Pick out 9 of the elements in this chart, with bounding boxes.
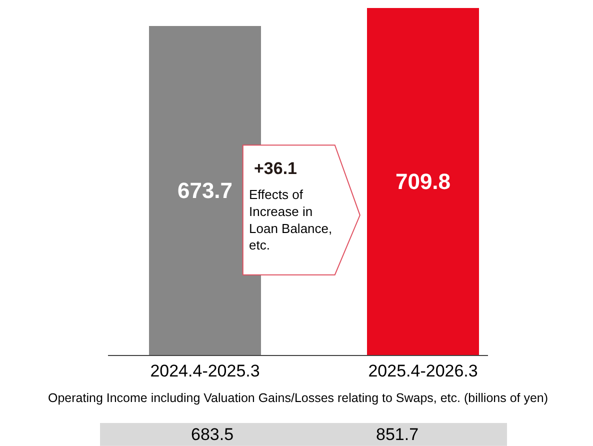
x-tick-label: 2025.4-2026.3 <box>368 361 478 380</box>
data-label: 709.8 <box>395 169 451 194</box>
text: 683.5 <box>191 425 234 444</box>
text: Operating Income including Valuation Gains/Losses relating to Swaps, etc. (billions of yen) <box>48 391 548 405</box>
annotation: +36.1 <box>254 159 298 178</box>
data-label: 673.7 <box>177 178 233 203</box>
text: 851.7 <box>376 425 419 444</box>
x-tick-label: 2024.4-2025.3 <box>150 361 260 380</box>
annotation: Effects of Increase in Loan Balance, etc. <box>249 187 332 253</box>
